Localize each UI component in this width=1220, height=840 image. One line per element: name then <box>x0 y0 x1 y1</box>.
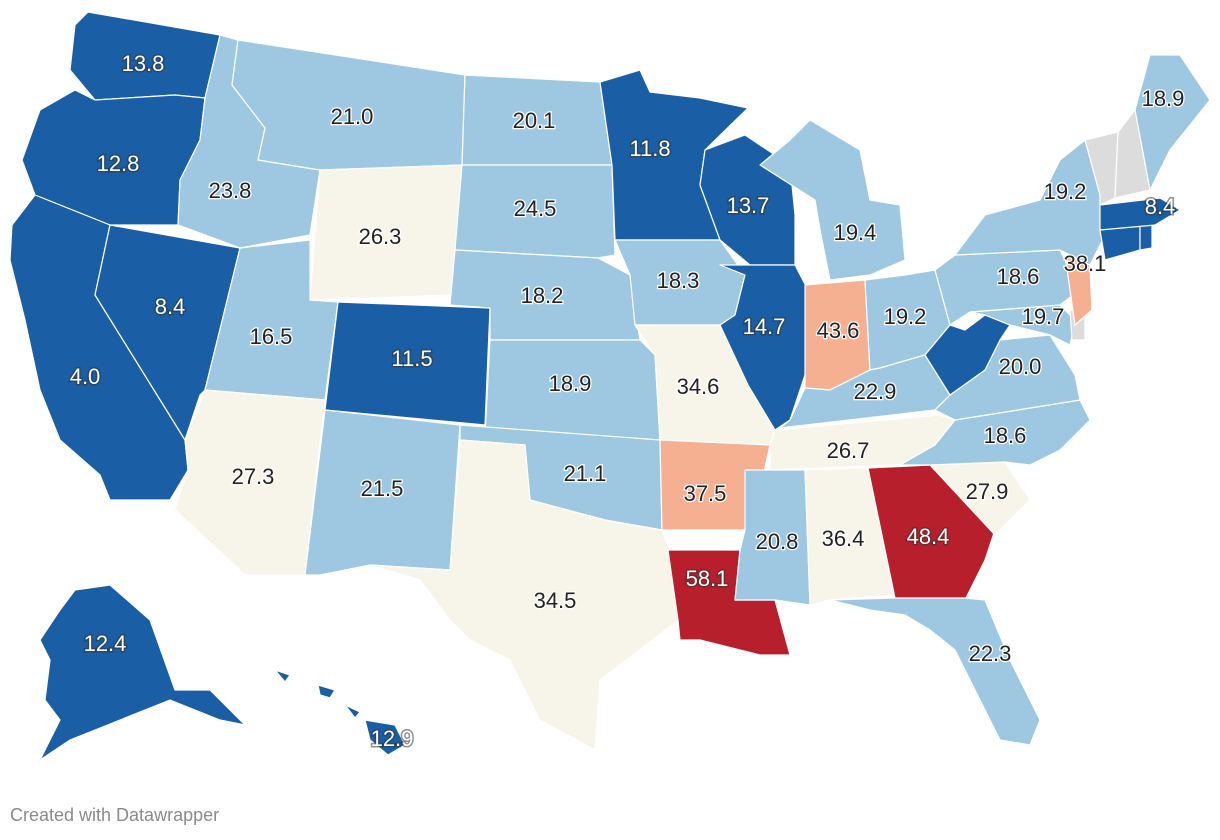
state-value-label-oh: 19.2 <box>884 304 927 329</box>
state-value-label-ut: 16.5 <box>250 324 293 349</box>
state-value-label-mo: 34.6 <box>677 374 720 399</box>
map-canvas: 13.8 12.8 4.0 8.4 23.8 21.0 26.3 16.5 27.3 11.5 21… <box>9 11 1211 761</box>
state-shape-tx[interactable] <box>369 439 679 751</box>
us-choropleth-map: 13.8 12.8 4.0 8.4 23.8 21.0 26.3 16.5 27.3 11.5 21… <box>9 11 1211 761</box>
datawrapper-credit[interactable]: Created with Datawrapper <box>10 805 220 825</box>
state-shape-ri[interactable] <box>1139 224 1153 251</box>
state-value-label-tx: 34.5 <box>534 588 577 613</box>
state-shape-mi[interactable] <box>759 119 906 281</box>
state-value-label-wa: 13.8 <box>122 51 165 76</box>
state-value-label-az: 27.3 <box>232 464 275 489</box>
state-value-label-mn: 11.8 <box>629 136 670 161</box>
state-value-label-nd: 20.1 <box>513 108 556 133</box>
state-value-label-ne: 18.2 <box>521 283 564 308</box>
state-shape-hi[interactable] <box>274 669 406 756</box>
state-value-label-ky: 22.9 <box>854 379 897 404</box>
state-value-label-ny: 19.2 <box>1044 179 1087 204</box>
state-value-label-ok: 21.1 <box>564 461 607 486</box>
state-value-label-ga: 48.4 <box>907 524 950 549</box>
state-value-label-md: 19.7 <box>1022 304 1065 329</box>
state-value-label-nv: 8.4 <box>155 294 186 319</box>
state-shape-md[interactable] <box>969 304 1076 346</box>
state-value-label-me: 18.9 <box>1142 86 1185 111</box>
state-value-label-pa: 18.6 <box>997 264 1040 289</box>
state-value-label-fl: 22.3 <box>969 641 1012 666</box>
state-value-label-la: 58.1 <box>686 566 729 591</box>
state-value-label-co: 11.5 <box>391 346 432 371</box>
state-shape-ma[interactable] <box>1099 197 1181 231</box>
state-value-label-il: 14.7 <box>743 314 786 339</box>
state-value-label-ks: 18.9 <box>549 371 592 396</box>
state-shape-sd[interactable] <box>454 164 616 259</box>
state-shape-al[interactable] <box>804 467 896 606</box>
state-shape-vt[interactable] <box>1084 131 1119 206</box>
state-shape-me[interactable] <box>1134 54 1211 191</box>
state-shape-ak[interactable] <box>39 584 246 761</box>
state-value-label-mi: 19.4 <box>834 220 877 245</box>
state-value-label-ak: 12.4 <box>84 631 127 656</box>
state-value-label-wi: 13.7 <box>727 193 770 218</box>
state-value-label-nc: 18.6 <box>984 423 1027 448</box>
state-value-label-ms: 20.8 <box>756 529 799 554</box>
state-value-label-al: 36.4 <box>822 526 865 551</box>
state-value-label-sd: 24.5 <box>514 196 557 221</box>
state-value-label-ia: 18.3 <box>657 268 700 293</box>
state-value-label-tn: 26.7 <box>827 438 870 463</box>
state-shape-fl[interactable] <box>829 597 1041 746</box>
state-value-label-nm: 21.5 <box>361 476 404 501</box>
state-value-label-ma: 8.4 <box>1145 194 1176 219</box>
state-shape-az[interactable] <box>174 389 326 576</box>
state-value-label-hi: 12.9 <box>371 726 414 751</box>
state-value-label-mt: 21.0 <box>331 104 374 129</box>
state-value-label-ar: 37.5 <box>684 481 727 506</box>
state-value-label-in: 43.6 <box>817 318 860 343</box>
state-value-label-id: 23.8 <box>209 178 252 203</box>
state-value-label-nj: 38.1 <box>1064 251 1107 276</box>
state-value-label-sc: 27.9 <box>966 479 1009 504</box>
state-value-label-or: 12.8 <box>97 151 140 176</box>
state-value-label-ca: 4.0 <box>70 364 101 389</box>
state-value-label-wy: 26.3 <box>359 224 402 249</box>
state-shape-nc[interactable] <box>899 399 1091 466</box>
state-value-label-va: 20.0 <box>999 354 1042 379</box>
